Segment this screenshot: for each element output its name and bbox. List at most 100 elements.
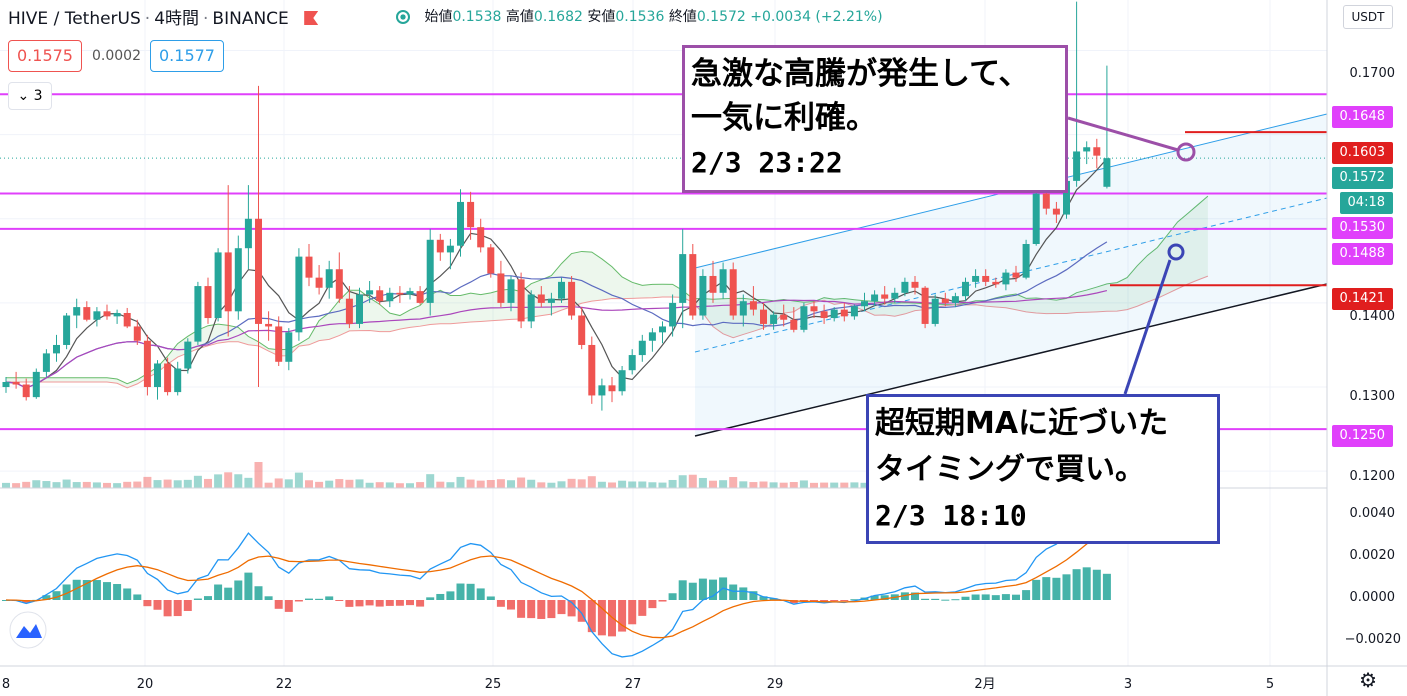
macd-histogram-bar xyxy=(1001,594,1010,600)
candle-body xyxy=(194,286,202,342)
volume-bar xyxy=(193,475,202,488)
volume-bar xyxy=(860,482,869,488)
volume-bar xyxy=(557,481,566,488)
candle-body xyxy=(477,227,485,248)
macd-histogram-bar xyxy=(799,600,808,602)
volume-bar xyxy=(507,480,515,488)
sell-arrow-line xyxy=(1067,116,1179,152)
candle-body xyxy=(315,277,323,288)
candle-body xyxy=(497,273,505,303)
cloud-span-a xyxy=(6,195,1209,385)
macd-histogram-bar xyxy=(810,600,818,601)
candle-body xyxy=(1032,193,1040,244)
candle-body xyxy=(527,294,535,322)
buy-arrow-line xyxy=(1123,259,1172,395)
candle-body xyxy=(63,315,71,345)
open-value: 0.1538 xyxy=(452,9,502,25)
volume-bar xyxy=(456,476,465,488)
sell-price-button[interactable]: 0.1575 xyxy=(8,40,82,72)
indicator-toggle[interactable]: ⌄ 3 xyxy=(8,82,52,110)
time-label: 25 xyxy=(485,677,502,692)
macd-histogram-bar xyxy=(941,599,950,601)
candle-body xyxy=(881,294,889,299)
macd-histogram-bar xyxy=(315,598,324,600)
volume-bar xyxy=(709,480,717,488)
high-value: 0.1682 xyxy=(533,9,583,25)
volume-bar xyxy=(214,474,223,488)
candle-body xyxy=(93,311,101,320)
macd-histogram-bar xyxy=(729,584,738,600)
candle-body xyxy=(810,306,818,312)
volume-bar xyxy=(749,482,758,488)
macd-histogram-bar xyxy=(1072,569,1081,600)
macd-histogram-bar xyxy=(991,595,1000,600)
macd-histogram-bar xyxy=(365,600,374,606)
macd-histogram-bar xyxy=(204,596,212,600)
candle-body xyxy=(568,281,576,316)
volume-bar xyxy=(173,480,182,488)
macd-histogram-bar xyxy=(426,597,435,600)
axis-label-0-1700: 0.1700 xyxy=(1349,66,1396,81)
macd-histogram-bar xyxy=(870,595,879,600)
flag-icon[interactable] xyxy=(304,11,319,25)
time-label: 8 xyxy=(2,677,10,692)
macd-histogram-bar xyxy=(698,578,707,600)
macd-histogram-bar xyxy=(234,580,243,600)
settings-gear-icon[interactable]: ⚙ xyxy=(1359,668,1377,692)
macd-axis-label-0-0040: 0.0040 xyxy=(1349,506,1396,521)
macd-histogram-bar xyxy=(911,592,919,600)
exchange-label: BINANCE xyxy=(212,9,289,29)
volume-bar xyxy=(739,481,748,488)
currency-label[interactable]: USDT xyxy=(1343,5,1393,29)
candle-body xyxy=(558,281,565,299)
volume-bar xyxy=(395,483,404,488)
time-label: 29 xyxy=(767,677,784,692)
candlesticks xyxy=(2,1,1111,411)
macd-histogram-bar xyxy=(1092,569,1101,600)
candle-body xyxy=(770,314,778,324)
candle-body xyxy=(790,319,798,330)
candle-body xyxy=(699,275,707,316)
candle-body xyxy=(628,355,636,371)
eye-icon[interactable] xyxy=(396,10,410,24)
candle-body xyxy=(891,292,899,299)
macd-histogram-bar xyxy=(951,599,960,601)
volume-bar xyxy=(52,482,61,488)
time-label: 3 xyxy=(1124,677,1132,692)
price-tag-0-1648: 0.1648 xyxy=(1331,106,1393,128)
buy-price-button[interactable]: 0.1577 xyxy=(150,40,224,72)
candle-body xyxy=(366,290,374,295)
volume-bar xyxy=(597,481,606,488)
volume-bar xyxy=(274,478,283,488)
low-value: 0.1536 xyxy=(615,9,665,25)
volume-bar xyxy=(42,481,51,488)
symbol-name[interactable]: HIVE / TetherUS xyxy=(8,9,141,29)
candle-body xyxy=(1052,208,1060,215)
volume-bar xyxy=(103,482,111,488)
candle-body xyxy=(911,281,919,288)
macd-histogram-bar xyxy=(597,600,606,636)
interval-label[interactable]: 4時間 xyxy=(154,9,200,29)
candle-body xyxy=(335,269,343,299)
macd-histogram-bar xyxy=(183,600,192,611)
candle-body xyxy=(295,256,303,333)
volume-bar xyxy=(638,481,647,488)
macd-histogram-bar xyxy=(92,580,101,600)
volume-bar xyxy=(123,481,132,488)
price-tag-0-1530: 0.1530 xyxy=(1331,217,1393,239)
macd-histogram-bar xyxy=(709,579,717,600)
candle-body xyxy=(931,298,939,324)
candle-body xyxy=(1012,272,1020,278)
buy-note-time: 2/3 18:10 xyxy=(875,499,1027,532)
volume-bar xyxy=(62,479,71,488)
macd-histogram-bar xyxy=(375,600,384,607)
macd-histogram-bar xyxy=(658,600,667,602)
candle-body xyxy=(406,291,414,295)
macd-histogram-bar xyxy=(820,600,829,602)
indicator-count: 3 xyxy=(33,88,43,104)
volume-bar xyxy=(698,477,707,488)
channel-lower-line xyxy=(694,283,1328,437)
candle-body xyxy=(1083,147,1091,152)
candle-body xyxy=(436,239,444,253)
